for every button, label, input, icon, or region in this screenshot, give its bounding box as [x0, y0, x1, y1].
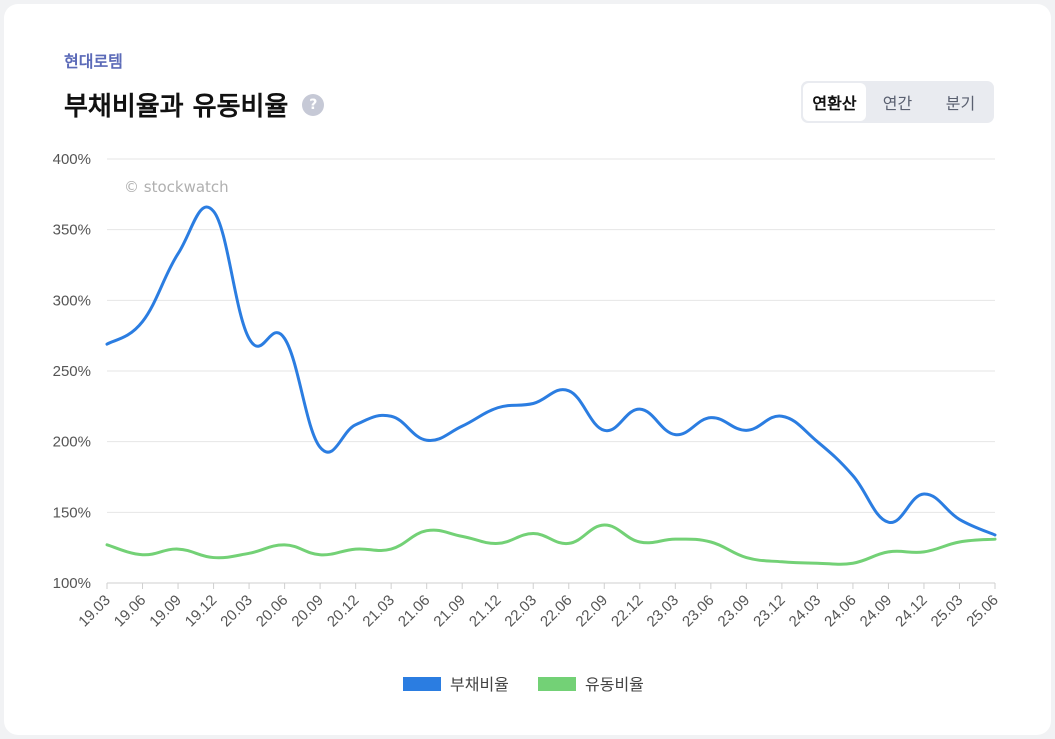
x-tick-label: 23.09: [715, 592, 754, 631]
grid: [107, 158, 995, 584]
toggle-quarterly[interactable]: 분기: [945, 94, 976, 113]
y-tick-label: 200%: [53, 434, 91, 451]
x-tick-label: 20.12: [324, 592, 363, 631]
x-tick-label: 22.12: [608, 592, 647, 631]
x-tick-label: 25.03: [928, 592, 967, 631]
legend-label-debt: 부채비율: [450, 675, 509, 694]
y-tick-label: 300%: [53, 292, 91, 309]
watermark: © stockwatch: [124, 178, 229, 196]
x-tick-label: 24.03: [786, 592, 825, 631]
x-axis: 19.0319.0619.0919.1220.0320.0620.0920.12…: [75, 583, 1002, 630]
y-tick-label: 350%: [53, 222, 91, 239]
x-tick-label: 22.09: [573, 592, 612, 631]
x-tick-label: 23.06: [679, 592, 718, 631]
x-tick-label: 20.06: [253, 592, 292, 631]
y-tick-label: 400%: [53, 151, 91, 168]
x-tick-label: 23.03: [644, 592, 683, 631]
x-tick-label: 19.12: [182, 592, 221, 631]
legend-swatch-current: [538, 677, 576, 691]
x-tick-label: 25.06: [963, 592, 1002, 631]
series-line-current-ratio[interactable]: [105, 523, 997, 566]
chart-title: 부채비율과 유동비율 ?: [64, 86, 325, 123]
company-name[interactable]: 현대로템: [64, 52, 123, 71]
help-icon[interactable]: ?: [302, 93, 325, 116]
x-tick-label: 23.12: [750, 592, 789, 631]
x-tick-label: 20.09: [288, 592, 327, 631]
x-tick-label: 19.03: [75, 592, 114, 631]
x-tick-label: 22.06: [537, 592, 576, 631]
x-tick-label: 22.03: [501, 592, 540, 631]
chart-title-text: 부채비율과 유동비율: [64, 92, 289, 122]
legend: 부채비율 유동비율: [403, 675, 644, 694]
x-tick-label: 21.12: [466, 592, 505, 631]
x-tick-label: 20.03: [217, 592, 256, 631]
x-tick-label: 21.06: [395, 592, 434, 631]
x-tick-label: 24.06: [821, 592, 860, 631]
toggle-annualized[interactable]: 연환산: [803, 83, 866, 121]
y-tick-label: 100%: [53, 575, 91, 592]
y-axis: 100% 150% 200% 250% 300% 350% 400%: [53, 151, 91, 592]
legend-swatch-debt: [403, 677, 441, 691]
series-line-debt-ratio[interactable]: [105, 205, 997, 537]
chart-card: [4, 4, 1051, 735]
x-tick-label: 21.09: [430, 592, 469, 631]
x-tick-label: 24.09: [857, 592, 896, 631]
y-tick-label: 150%: [53, 504, 91, 521]
x-tick-label: 19.06: [111, 592, 150, 631]
y-tick-label: 250%: [53, 363, 91, 380]
period-toggle: 연환산 연간 분기: [801, 81, 994, 123]
x-tick-label: 24.12: [892, 592, 931, 631]
toggle-annual[interactable]: 연간: [882, 94, 913, 113]
x-tick-label: 21.03: [359, 592, 398, 631]
x-tick-label: 19.09: [146, 592, 185, 631]
legend-label-current: 유동비율: [585, 675, 644, 694]
series-lines: [105, 205, 997, 566]
